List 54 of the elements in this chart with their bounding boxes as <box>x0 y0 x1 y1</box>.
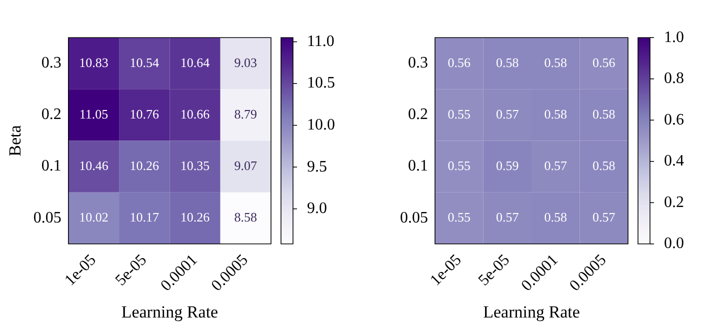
color-bar-label: 10.0 <box>307 116 335 134</box>
data-label: 10.26 <box>180 210 210 225</box>
data-label: 0.55 <box>448 210 470 225</box>
y-tick-label: 0.3 <box>41 54 62 72</box>
color-bar-label: 1.0 <box>664 28 684 46</box>
data-label: 10.35 <box>180 158 210 173</box>
data-label: 0.58 <box>544 106 567 122</box>
data-label: 10.64 <box>180 54 210 70</box>
data-label: 8.79 <box>234 106 258 122</box>
data-label: 0.57 <box>496 210 520 225</box>
data-label: 0.56 <box>448 54 471 70</box>
color-bar-label: 0.6 <box>664 111 684 128</box>
data-label: 10.17 <box>130 210 160 225</box>
data-label: 0.58 <box>592 158 616 173</box>
color-bar-label: 0.8 <box>664 70 684 88</box>
data-label: 0.55 <box>448 106 470 122</box>
y-axis-title: Beta <box>6 124 25 156</box>
data-label: 0.58 <box>544 54 567 70</box>
y-tick-label: 0.05 <box>400 209 428 226</box>
data-label: 0.58 <box>496 54 519 70</box>
color-bar-label: 0.0 <box>664 235 684 252</box>
data-label: 9.03 <box>234 54 258 70</box>
data-label: 10.66 <box>180 106 210 122</box>
data-label: 0.56 <box>592 54 616 70</box>
data-label: 0.59 <box>496 158 519 173</box>
color-bar-label: 0.2 <box>664 194 684 211</box>
data-label: 0.57 <box>496 106 520 122</box>
color-bar-label: 11.0 <box>307 32 334 50</box>
data-label: 10.46 <box>79 158 109 173</box>
color-bar-label: 0.4 <box>664 152 684 170</box>
data-label: 10.83 <box>79 54 108 70</box>
y-tick-label: 0.1 <box>41 158 62 175</box>
data-label: 0.57 <box>592 210 616 225</box>
data-label: 0.55 <box>448 158 470 173</box>
y-tick-label: 0.2 <box>41 106 62 124</box>
data-label: 0.57 <box>544 158 568 173</box>
x-axis-title: Learning Rate <box>483 302 580 322</box>
color-bar-label: 9.5 <box>307 158 327 176</box>
data-label: 8.58 <box>234 210 258 225</box>
y-tick-label: 0.3 <box>408 54 428 72</box>
color-bar-label: 9.0 <box>307 200 327 218</box>
y-tick-label: 0.05 <box>33 209 62 226</box>
y-tick-label: 0.2 <box>408 106 428 124</box>
data-label: 10.26 <box>130 158 160 173</box>
data-label: 10.54 <box>130 54 160 70</box>
y-tick-label: 0.1 <box>408 158 428 175</box>
color-bar-label: 10.5 <box>307 74 335 92</box>
data-label: 11.05 <box>79 106 108 122</box>
data-label: 0.58 <box>544 210 567 225</box>
x-axis-title: Learning Rate <box>121 302 218 322</box>
data-label: 10.02 <box>79 210 108 225</box>
data-label: 9.07 <box>234 158 258 173</box>
data-label: 0.58 <box>592 106 616 122</box>
data-label: 10.76 <box>130 106 160 122</box>
